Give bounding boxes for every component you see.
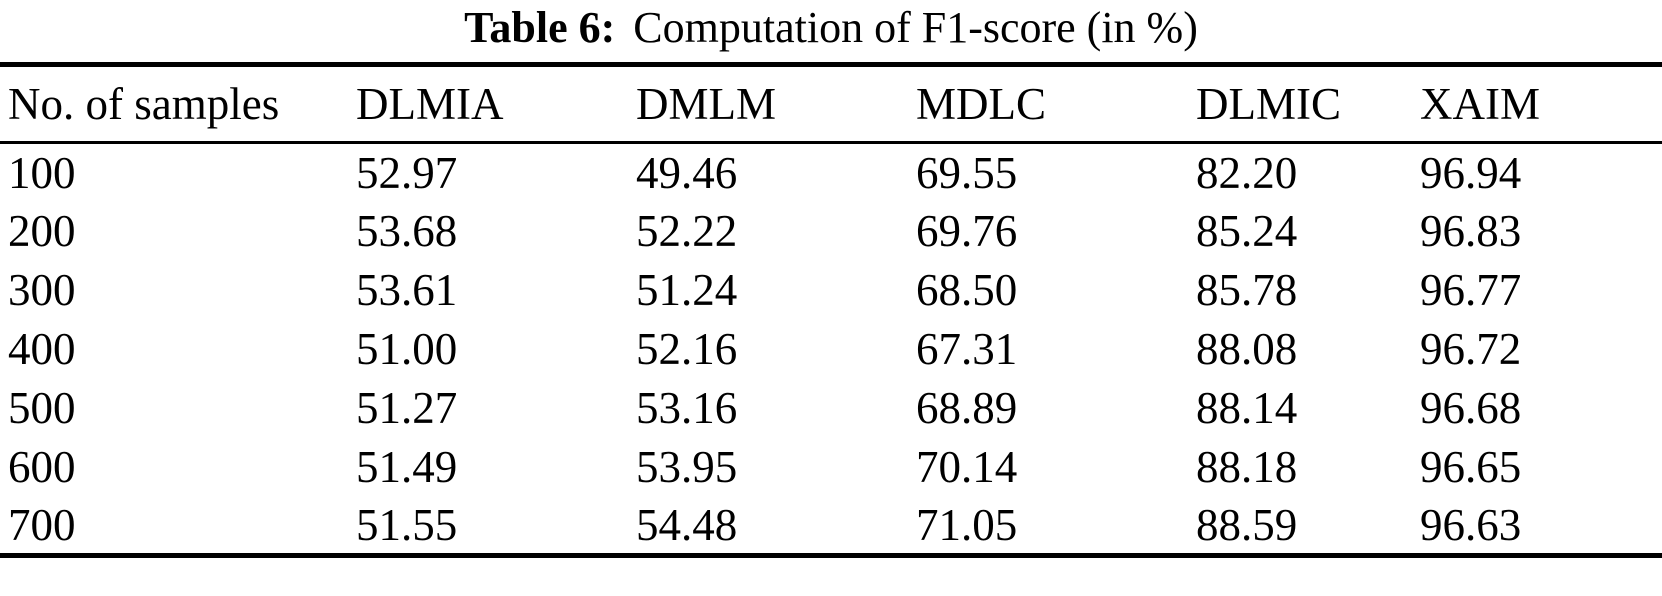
table-row: 300 53.61 51.24 68.50 85.78 96.77	[0, 261, 1662, 320]
table-cell: 69.76	[916, 206, 1018, 256]
table-cell: 400	[8, 324, 76, 374]
table-cell: 85.78	[1196, 265, 1298, 315]
table-row: 100 52.97 49.46 69.55 82.20 96.94	[0, 143, 1662, 202]
table-cell: 300	[8, 265, 76, 315]
table-cell: 51.49	[356, 442, 458, 492]
column-header-samples: No. of samples	[8, 79, 280, 129]
table-cell: 51.27	[356, 383, 458, 433]
table-row: 700 51.55 54.48 71.05 88.59 96.63	[0, 497, 1662, 556]
table-cell: 96.77	[1420, 265, 1522, 315]
table-cell: 52.16	[636, 324, 738, 374]
table-cell: 53.16	[636, 383, 738, 433]
table-cell: 88.59	[1196, 499, 1298, 550]
table-row: 400 51.00 52.16 67.31 88.08 96.72	[0, 320, 1662, 379]
table-cell: 85.24	[1196, 206, 1298, 256]
table-cell: 96.83	[1420, 206, 1522, 256]
table-row: 600 51.49 53.95 70.14 88.18 96.65	[0, 438, 1662, 497]
table-row: 500 51.27 53.16 68.89 88.14 96.68	[0, 379, 1662, 438]
table-cell: 82.20	[1196, 147, 1298, 198]
table-cell: 51.00	[356, 324, 458, 374]
table-header: No. of samples DLMIA DMLM MDLC DLMIC XAI…	[0, 65, 1662, 143]
table-cell: 96.68	[1420, 383, 1522, 433]
table-cell: 96.94	[1420, 147, 1522, 198]
table-cell: 700	[8, 499, 76, 550]
table-cell: 67.31	[916, 324, 1018, 374]
table-cell: 88.08	[1196, 324, 1298, 374]
table-caption-label: Table 6:	[464, 3, 616, 52]
table-cell: 96.72	[1420, 324, 1522, 374]
column-header-dlmia: DLMIA	[356, 79, 504, 129]
table-cell: 53.68	[356, 206, 458, 256]
table-cell: 68.50	[916, 265, 1018, 315]
table-cell: 70.14	[916, 442, 1018, 492]
column-header-dmlm: DMLM	[636, 79, 777, 129]
table-caption-text: Computation of F1-score (in %)	[633, 3, 1198, 52]
table-cell: 100	[8, 147, 76, 198]
table-cell: 54.48	[636, 499, 738, 550]
table-body: 100 52.97 49.46 69.55 82.20 96.94 200 53…	[0, 143, 1662, 556]
table-cell: 52.22	[636, 206, 738, 256]
column-header-xaim: XAIM	[1420, 79, 1540, 129]
table-cell: 68.89	[916, 383, 1018, 433]
table-cell: 52.97	[356, 147, 458, 198]
table-row: 200 53.68 52.22 69.76 85.24 96.83	[0, 202, 1662, 261]
table-cell: 500	[8, 383, 76, 433]
table-cell: 49.46	[636, 147, 738, 198]
table-cell: 88.18	[1196, 442, 1298, 492]
table-cell: 96.65	[1420, 442, 1522, 492]
table-cell: 53.61	[356, 265, 458, 315]
f1-score-table: No. of samples DLMIA DMLM MDLC DLMIC XAI…	[0, 62, 1662, 558]
table-cell: 53.95	[636, 442, 738, 492]
table-cell: 71.05	[916, 499, 1018, 550]
table-cell: 88.14	[1196, 383, 1298, 433]
table-cell: 69.55	[916, 147, 1018, 198]
table-cell: 96.63	[1420, 499, 1522, 550]
column-header-dlmic: DLMIC	[1196, 79, 1341, 129]
table-cell: 600	[8, 442, 76, 492]
table-cell: 200	[8, 206, 76, 256]
table-cell: 51.55	[356, 499, 458, 550]
table-caption: Table 6: Computation of F1-score (in %)	[0, 0, 1662, 62]
table-cell: 51.24	[636, 265, 738, 315]
header-row: No. of samples DLMIA DMLM MDLC DLMIC XAI…	[0, 65, 1662, 143]
column-header-mdlc: MDLC	[916, 79, 1047, 129]
